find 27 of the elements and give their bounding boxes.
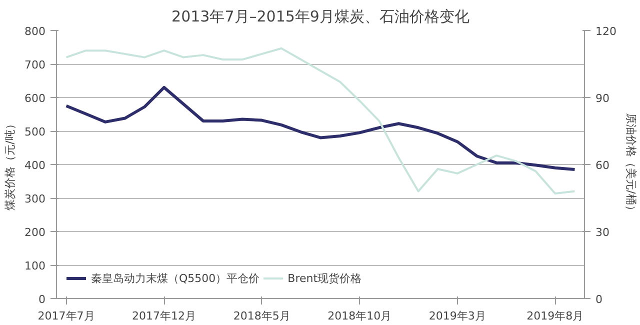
y2-tick-label: 60	[596, 159, 610, 172]
line-series	[65, 47, 576, 195]
y2-tick-label: 0	[596, 293, 602, 306]
y-tick-label: 700	[24, 58, 46, 72]
y-tick-label: 400	[24, 159, 46, 172]
y-tick-label: 100	[24, 260, 46, 272]
legend-label: Brent现货价格	[288, 270, 362, 286]
legend-label: 秦皇岛动力末煤（Q5500）平仓价	[91, 270, 260, 286]
y2-tick-label: 120	[596, 25, 616, 38]
y2-axis-title: 原油价格（美元/桶）	[624, 113, 638, 216]
x-tick-label: 2017年12月	[132, 310, 196, 322]
x-tick-label: 2019年8月	[526, 310, 584, 322]
line-series	[64, 86, 576, 172]
y-tick-label: 600	[24, 92, 46, 105]
x-tick-label: 2018年10月	[328, 310, 392, 322]
x-tick-label: 2017年7月	[38, 310, 95, 322]
y2-tick-label: 90	[596, 92, 610, 105]
y-tick-label: 500	[24, 126, 46, 138]
y2-tick-label: 30	[596, 226, 610, 239]
y-tick-label: 0	[38, 293, 46, 306]
y-tick-label: 200	[24, 226, 46, 239]
x-tick-label: 2019年3月	[428, 310, 486, 322]
y-tick-label: 300	[24, 192, 46, 206]
y-tick-label: 800	[24, 25, 46, 38]
chart-title: 2013年7月–2015年9月煤炭、石油价格变化	[172, 8, 470, 26]
x-tick-label: 2018年5月	[233, 310, 290, 322]
y-axis-title: 煤炭价格（元/吨）	[4, 118, 17, 210]
